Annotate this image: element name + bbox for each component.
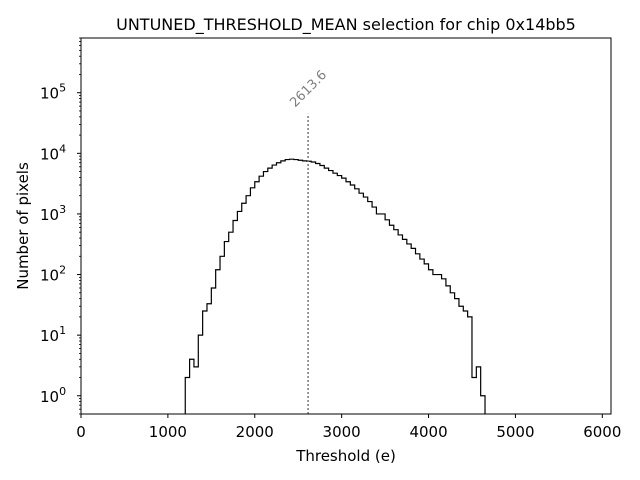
y-tick-label: 100 bbox=[40, 385, 66, 406]
y-tick-label: 102 bbox=[40, 264, 66, 285]
x-tick-label: 4000 bbox=[409, 423, 447, 441]
y-tick-label: 101 bbox=[40, 324, 66, 345]
x-axis-label: Threshold (e) bbox=[295, 447, 396, 465]
x-tick-label: 5000 bbox=[496, 423, 534, 441]
plot-frame bbox=[80, 37, 612, 415]
x-tick-label: 1000 bbox=[149, 423, 187, 441]
x-tick-label: 3000 bbox=[323, 423, 361, 441]
mean-marker-label: 2613.6 bbox=[287, 68, 330, 111]
y-tick-label: 105 bbox=[40, 82, 66, 103]
y-tick-label: 103 bbox=[40, 203, 66, 224]
x-tick-label: 0 bbox=[76, 423, 86, 441]
y-axis-label: Number of pixels bbox=[14, 162, 32, 290]
histogram-series-pixels bbox=[184, 158, 486, 414]
x-tick-label: 6000 bbox=[583, 423, 621, 441]
chart-title: UNTUNED_THRESHOLD_MEAN selection for chi… bbox=[116, 15, 576, 35]
x-tick-label: 2000 bbox=[236, 423, 274, 441]
y-tick-label: 104 bbox=[40, 142, 66, 163]
